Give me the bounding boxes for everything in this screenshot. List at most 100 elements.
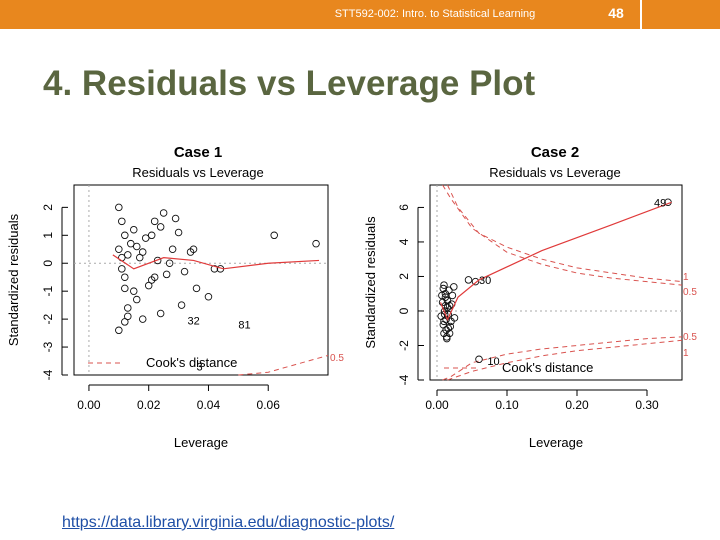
chart1-point [150,273,159,281]
chart1-point [177,301,186,309]
chart1-ytick-label: -3 [41,341,55,352]
chart1-ytick-label: -2 [41,313,55,324]
chart2-point [440,281,448,289]
header-divider [640,0,642,29]
chart1-point [270,231,278,240]
chart1-point [118,265,126,273]
chart1-point [312,239,320,248]
chart2-cook-curve [442,336,683,381]
chart1-point [189,245,198,254]
chart1-legend-text: Cook's distance [146,355,237,370]
chart1-point [210,265,219,273]
chart1-point [121,231,129,240]
chart1-point [135,253,144,262]
chart2-point [464,276,473,284]
chart1-point [115,203,123,212]
chart2-title: Case 2 [531,144,579,161]
chart1-ytick-label: -1 [41,286,55,297]
source-link[interactable]: https://data.library.virginia.edu/diagno… [62,514,395,531]
chart2-point [475,355,483,364]
chart2-legend-text: Cook's distance [502,360,593,375]
chart2-point [471,277,480,286]
chart1-point [138,248,147,256]
chart1-point [162,270,171,279]
chart1-ytick-label: 1 [41,232,55,239]
chart1-xtick-label: 0.06 [257,398,281,412]
chart1-point [174,228,183,237]
chart1-point [133,295,141,304]
chart1-xtick-label: 0.04 [197,398,221,412]
chart1-point [115,326,123,335]
chart1-point [141,234,150,242]
chart2-point-label: 30 [479,275,491,287]
chart1-point [159,209,168,217]
chart1-point [165,259,174,267]
chart2-xtick-label: 0.30 [635,398,659,412]
chart2-cook-label: 0.5 [683,332,697,343]
chart1-point [115,245,123,254]
chart1-point-label: 32 [188,316,200,328]
chart1-title: Case 1 [174,144,222,161]
chart1-point [180,267,189,276]
chart2-point [439,284,448,293]
chart2-xtick-label: 0.20 [565,398,589,412]
chart1-point [156,309,165,318]
chart1-point [133,242,141,251]
chart1-point [150,217,159,226]
chart1-point-label: 81 [238,320,250,332]
chart1-point [138,315,147,323]
chart1-point [156,223,165,231]
chart1-fit-line [112,254,320,270]
chart2-ytick-label: -2 [397,340,411,351]
chart1-point [127,239,135,248]
chart1-ytick-label: -4 [41,369,55,380]
chart1-point [121,273,129,281]
chart2-cook-curve [442,184,683,286]
chart1-point [124,312,132,321]
chart2-point [438,291,446,300]
chart1-cook-label: 0.5 [330,353,344,364]
chart2-plot-frame [429,184,683,381]
chart2-xtick-label: 0.00 [425,398,449,412]
chart2-point [448,291,457,300]
chart2-point [445,286,453,295]
chart2-cook-curve [447,339,683,381]
chart1-point [130,287,138,295]
chart1-point [153,256,162,265]
chart1-point [168,245,177,254]
chart2-point [450,283,458,291]
chart2-xlabel: Leverage [529,435,583,450]
chart1-point [204,293,213,301]
chart2-xtick-label: 0.10 [495,398,519,412]
header-bar [0,0,720,29]
chart2-cook-curve [447,184,683,283]
chart2-cook-label: 0.5 [683,287,697,298]
chart2-ytick-label: 4 [397,238,411,245]
chart1-cook-curve [238,354,329,376]
chart1-point [192,284,201,293]
chart2-point-label: 10 [487,356,499,368]
chart1-subtitle: Residuals vs Leverage [132,165,264,180]
chart1-xlabel: Leverage [174,435,228,450]
chart2-cook-label: 1 [683,272,689,283]
chart2-ylabel: Standardized residuals [363,216,378,349]
chart2-point [445,302,454,310]
page-number: 48 [608,5,624,21]
chart1-point [121,318,129,326]
chart1-point [124,304,132,312]
chart2-ytick-label: 2 [397,273,411,280]
chart1-ylabel: Standardized residuals [6,213,21,346]
chart2-ytick-label: 0 [397,307,411,314]
chart2-ytick-label: -4 [397,374,411,385]
chart1-point [124,251,132,259]
chart1-point [147,231,156,240]
chart2-subtitle: Residuals vs Leverage [489,165,621,180]
chart2-point [445,329,454,338]
residuals-leverage-figure: Case 1 Residuals vs Leverage -4 -3 -2 -1 0 1 2 0.… [6,144,697,450]
chart1-point-label: 3 [197,362,203,374]
chart1-point [171,214,180,223]
chart2-point [440,317,448,326]
chart2-point-label: 49 [654,197,666,209]
chart1-ytick-label: 0 [41,260,55,267]
chart1-point [130,225,138,234]
